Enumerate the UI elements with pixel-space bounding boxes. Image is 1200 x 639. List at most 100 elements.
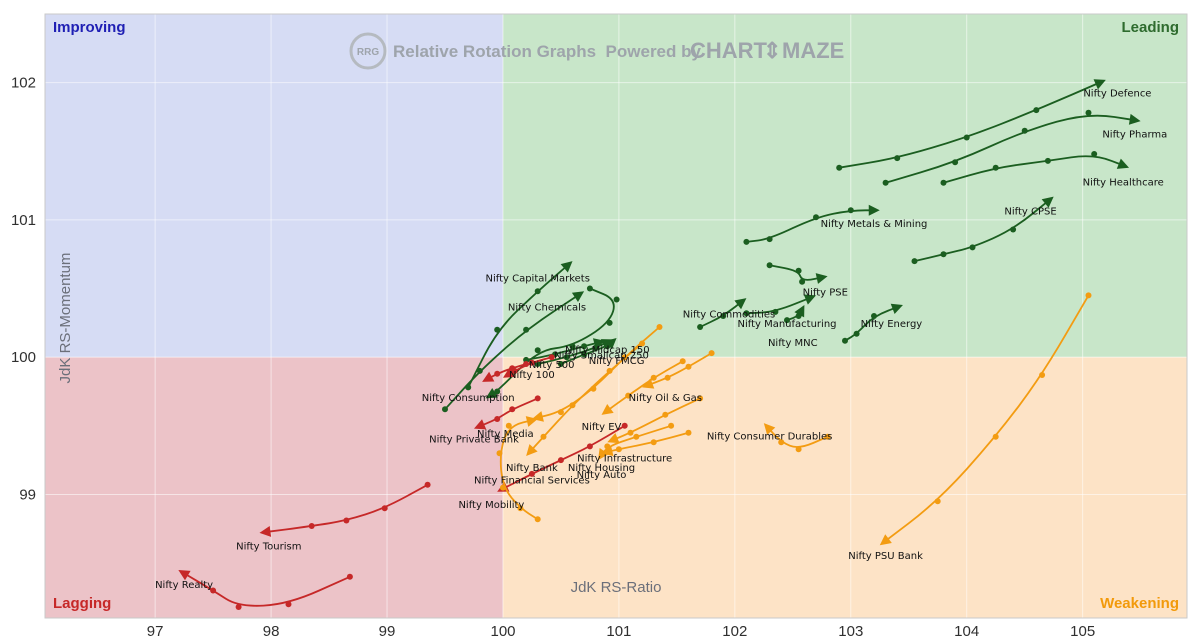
series-arrowhead (879, 534, 892, 546)
series-nifty-energy[interactable] (842, 303, 903, 344)
series-nifty-oil-and-gas[interactable] (642, 350, 715, 389)
series-nifty-capital-markets[interactable] (465, 261, 573, 391)
series-point (627, 429, 634, 436)
series-nifty-pse[interactable] (766, 262, 828, 285)
y-tick-label: 100 (11, 349, 36, 366)
series-arrowhead (815, 273, 828, 284)
series-point (847, 207, 854, 214)
series-arrowhead (571, 291, 585, 302)
series-nifty-auto[interactable] (598, 422, 675, 461)
quadrant-label-improving: Improving (53, 19, 126, 36)
series-point (940, 251, 947, 258)
series-nifty-bank[interactable] (526, 340, 646, 457)
series-nifty-500[interactable] (502, 354, 555, 378)
series-nifty-healthcare[interactable] (940, 151, 1130, 186)
series-label: Nifty Realty (155, 580, 213, 591)
series-point (743, 310, 750, 317)
series-nifty-mnc[interactable] (784, 305, 805, 324)
series-label: Nifty Metals & Mining (821, 219, 928, 230)
series-point (343, 517, 350, 524)
series-label: Nifty Housing (568, 463, 635, 474)
series-point (540, 433, 547, 440)
series-arrowhead (803, 294, 816, 305)
series-point (563, 354, 570, 361)
series-nifty-consumption[interactable] (485, 285, 620, 399)
series-label: Nifty Mobility (458, 500, 524, 511)
series-point (534, 347, 541, 354)
series-point (285, 601, 292, 608)
series-point (511, 367, 518, 374)
series-point (766, 236, 773, 243)
series-nifty-metals-and-mining[interactable] (743, 204, 880, 245)
series-arrowhead (1128, 113, 1141, 125)
series-point (1091, 151, 1098, 157)
series-arrowhead (1041, 196, 1054, 208)
series-point (604, 443, 611, 450)
x-tick-label: 105 (1070, 623, 1095, 639)
series-point (235, 604, 242, 610)
series-point (853, 330, 860, 337)
series-point (534, 395, 541, 402)
series-nifty-commodities[interactable] (697, 298, 747, 330)
series-trail (444, 295, 578, 411)
series-point (679, 358, 686, 365)
x-axis-title: JdK RS-Ratio (571, 579, 662, 596)
rrg-badge-icon: RRG (349, 32, 387, 70)
series-label: Nifty Smallcap 250 (554, 351, 649, 362)
watermark-text: Relative Rotation Graphs Powered by (393, 42, 702, 61)
series-trail (499, 420, 539, 521)
series-point (784, 317, 790, 324)
series-nifty-realty[interactable] (178, 569, 353, 610)
series-label: Nifty Infrastructure (577, 454, 672, 465)
series-nifty-infrastructure[interactable] (607, 395, 704, 444)
series-point (639, 340, 646, 347)
axis-ticks: 97 98 99 100 101 102 103 104 105 99 100 101 102 (11, 75, 1095, 639)
series-trail (844, 307, 896, 342)
quadrant-improving (45, 14, 503, 358)
series-nifty-ev[interactable] (601, 358, 686, 415)
series-point (586, 443, 593, 450)
series-point (799, 278, 806, 285)
series-arrowhead (560, 261, 573, 273)
series-trail (481, 397, 539, 426)
series-nifty-manufacturing[interactable] (743, 294, 816, 317)
series-trail (769, 428, 829, 448)
series-nifty-cpse[interactable] (911, 196, 1054, 265)
series-label: Nifty Tourism (236, 541, 301, 552)
series-point (766, 262, 773, 269)
grid-lines (44, 13, 1188, 619)
series-point (606, 319, 613, 326)
series-point (442, 406, 448, 413)
series-nifty-housing[interactable] (601, 429, 692, 457)
y-tick-label: 99 (19, 487, 36, 504)
series-point (625, 392, 632, 399)
series-nifty-psu-bank[interactable] (879, 292, 1092, 546)
series-point (795, 267, 802, 274)
series-nifty-tourism[interactable] (259, 481, 431, 537)
series-nifty-private-bank[interactable] (473, 395, 541, 430)
y-tick-label: 101 (11, 212, 36, 229)
series-nifty-consumer-durables[interactable] (763, 423, 831, 453)
series-nifty-fmcg[interactable] (557, 337, 617, 367)
series-nifty-chemicals[interactable] (442, 291, 585, 413)
series-point (621, 422, 628, 429)
series-point (210, 587, 217, 594)
series-trail (185, 573, 351, 607)
series-nifty-pharma[interactable] (882, 109, 1141, 186)
series-point (346, 573, 353, 580)
series-point (650, 439, 657, 446)
series-point (606, 367, 613, 374)
series-point (650, 374, 657, 381)
series-nifty-financial-services[interactable] (496, 416, 541, 523)
series-nifty-defence[interactable] (836, 79, 1106, 171)
series-point (940, 179, 947, 186)
series-label: Nifty Pharma (1102, 130, 1167, 141)
series-trails (178, 79, 1141, 610)
series-label: Nifty 500 (529, 360, 575, 371)
series-point (534, 516, 541, 523)
series-arrowhead (868, 204, 880, 216)
series-label: Nifty 100 (509, 370, 555, 381)
series-point (1010, 226, 1017, 233)
series-point (911, 258, 918, 265)
quadrant-backgrounds (45, 14, 1188, 618)
